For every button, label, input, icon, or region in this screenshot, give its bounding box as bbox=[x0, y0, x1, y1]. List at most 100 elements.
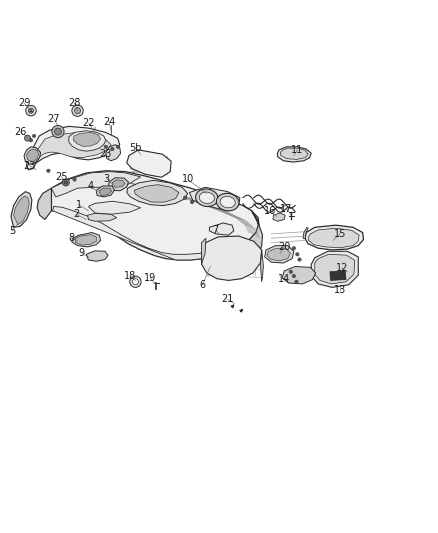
Text: 18: 18 bbox=[124, 271, 136, 281]
Polygon shape bbox=[201, 238, 206, 264]
Circle shape bbox=[104, 145, 108, 149]
Polygon shape bbox=[273, 213, 285, 221]
Polygon shape bbox=[311, 251, 358, 287]
Text: 5: 5 bbox=[9, 226, 15, 236]
Circle shape bbox=[62, 179, 69, 186]
Circle shape bbox=[292, 274, 296, 278]
Text: 28: 28 bbox=[68, 98, 81, 108]
Polygon shape bbox=[69, 131, 106, 151]
Polygon shape bbox=[14, 196, 29, 225]
Polygon shape bbox=[51, 172, 141, 197]
Polygon shape bbox=[303, 228, 308, 239]
Text: 5b: 5b bbox=[129, 143, 141, 153]
Text: 23: 23 bbox=[99, 149, 111, 159]
Ellipse shape bbox=[199, 192, 214, 204]
Polygon shape bbox=[267, 248, 290, 261]
Polygon shape bbox=[134, 184, 179, 202]
Text: 20: 20 bbox=[278, 242, 290, 252]
Circle shape bbox=[47, 169, 50, 173]
Polygon shape bbox=[72, 232, 101, 247]
Text: 6: 6 bbox=[199, 280, 205, 290]
Polygon shape bbox=[240, 211, 262, 264]
Polygon shape bbox=[277, 147, 311, 162]
Circle shape bbox=[29, 139, 33, 142]
Polygon shape bbox=[309, 228, 359, 248]
Circle shape bbox=[296, 253, 299, 256]
Polygon shape bbox=[27, 149, 39, 162]
Polygon shape bbox=[127, 150, 171, 177]
Text: 8: 8 bbox=[69, 233, 75, 243]
Circle shape bbox=[74, 108, 81, 114]
Polygon shape bbox=[51, 171, 259, 260]
Polygon shape bbox=[27, 126, 120, 170]
Text: 1: 1 bbox=[76, 200, 82, 209]
Text: 17: 17 bbox=[280, 204, 293, 214]
Polygon shape bbox=[315, 254, 355, 284]
Text: 7: 7 bbox=[212, 225, 219, 235]
Circle shape bbox=[298, 258, 301, 261]
Circle shape bbox=[72, 105, 83, 116]
Polygon shape bbox=[201, 236, 261, 280]
Polygon shape bbox=[86, 251, 108, 261]
Ellipse shape bbox=[195, 189, 218, 206]
Polygon shape bbox=[109, 177, 128, 191]
Text: 3: 3 bbox=[104, 174, 110, 183]
Circle shape bbox=[32, 134, 36, 138]
Polygon shape bbox=[282, 266, 316, 284]
Polygon shape bbox=[330, 271, 346, 280]
Text: 29: 29 bbox=[18, 98, 30, 108]
Polygon shape bbox=[265, 246, 294, 263]
Circle shape bbox=[289, 270, 293, 273]
Text: 9: 9 bbox=[79, 248, 85, 259]
Polygon shape bbox=[113, 180, 125, 187]
Text: 24: 24 bbox=[103, 117, 116, 127]
Text: 11: 11 bbox=[291, 145, 304, 155]
Text: 10: 10 bbox=[181, 174, 194, 184]
Text: 2: 2 bbox=[73, 209, 79, 219]
Polygon shape bbox=[127, 180, 187, 206]
Circle shape bbox=[25, 135, 31, 141]
Circle shape bbox=[64, 181, 67, 184]
Polygon shape bbox=[88, 213, 117, 221]
Circle shape bbox=[292, 246, 296, 250]
Circle shape bbox=[54, 128, 61, 135]
Circle shape bbox=[26, 106, 36, 116]
Text: 4: 4 bbox=[88, 181, 94, 191]
Polygon shape bbox=[189, 187, 240, 211]
Text: 14: 14 bbox=[278, 273, 290, 284]
Circle shape bbox=[295, 280, 298, 284]
Text: 25: 25 bbox=[55, 172, 68, 182]
Polygon shape bbox=[99, 188, 112, 196]
Polygon shape bbox=[24, 147, 41, 164]
Circle shape bbox=[130, 276, 141, 287]
Text: 23: 23 bbox=[24, 160, 36, 171]
Text: 22: 22 bbox=[82, 118, 95, 128]
Polygon shape bbox=[75, 235, 96, 245]
Polygon shape bbox=[260, 250, 263, 282]
Polygon shape bbox=[106, 144, 120, 161]
Polygon shape bbox=[305, 225, 364, 250]
Polygon shape bbox=[88, 201, 141, 214]
Polygon shape bbox=[33, 133, 111, 163]
Circle shape bbox=[111, 147, 114, 151]
Circle shape bbox=[28, 108, 34, 114]
Text: 13: 13 bbox=[334, 285, 346, 295]
Circle shape bbox=[116, 145, 120, 149]
Text: 12: 12 bbox=[336, 263, 348, 273]
Circle shape bbox=[190, 200, 194, 204]
Polygon shape bbox=[37, 188, 51, 220]
Text: 27: 27 bbox=[47, 114, 60, 124]
Text: 21: 21 bbox=[222, 294, 234, 304]
Ellipse shape bbox=[216, 193, 239, 211]
Circle shape bbox=[132, 279, 138, 285]
Text: 15: 15 bbox=[334, 229, 346, 239]
Polygon shape bbox=[53, 206, 240, 260]
Ellipse shape bbox=[220, 196, 235, 208]
Polygon shape bbox=[96, 186, 115, 197]
Polygon shape bbox=[280, 148, 308, 159]
Text: 26: 26 bbox=[14, 127, 27, 138]
Polygon shape bbox=[11, 192, 32, 228]
Circle shape bbox=[73, 177, 76, 181]
Circle shape bbox=[52, 125, 64, 138]
Text: 19: 19 bbox=[144, 273, 156, 283]
